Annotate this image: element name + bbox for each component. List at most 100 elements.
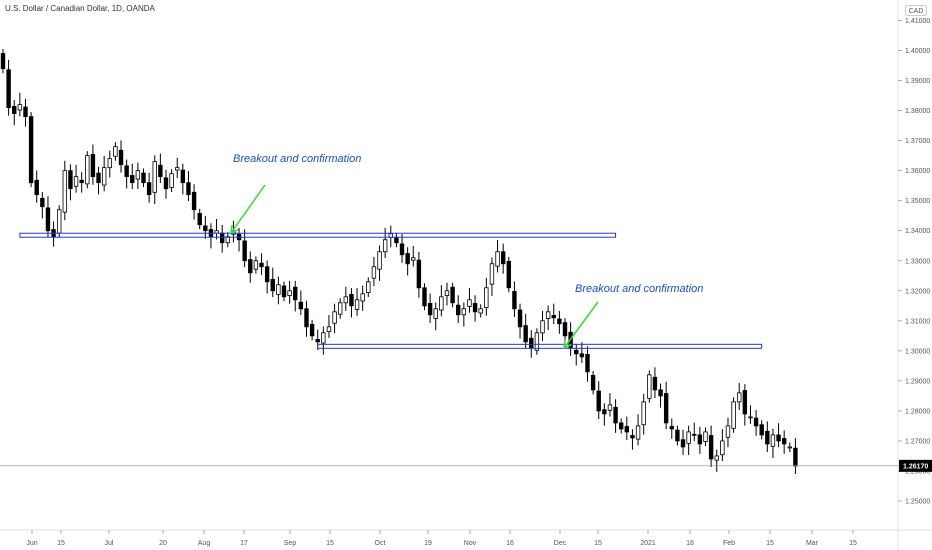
- annotation-text: Breakout and confirmation: [575, 283, 703, 295]
- time-tick-label: 20: [159, 540, 167, 547]
- price-tick-label: 1.35000: [905, 198, 930, 205]
- candle-body: [602, 409, 607, 415]
- last-price-group: 1.26170: [0, 459, 932, 472]
- candle-body: [17, 104, 23, 111]
- time-tick-label: 18: [686, 540, 694, 547]
- candle-body: [107, 158, 112, 169]
- candle-body: [6, 69, 11, 108]
- candle-body: [506, 260, 511, 289]
- candle-body: [461, 308, 467, 316]
- candle-body: [675, 429, 680, 442]
- price-tick-label: 1.29000: [905, 378, 930, 385]
- candle-body: [141, 172, 146, 184]
- annotation-text: Breakout and confirmation: [233, 153, 361, 165]
- candle-body: [124, 165, 129, 178]
- time-tick-label: Aug: [198, 540, 211, 547]
- price-axis[interactable]: 1.41000 1.40000 1.39000 1.38000 1.37000 1.360…: [898, 18, 930, 505]
- candle-body: [315, 339, 320, 343]
- price-tick-label: 1.30000: [905, 348, 930, 355]
- candle-body: [146, 182, 152, 196]
- candle-body: [276, 284, 281, 295]
- candle-body: [191, 191, 197, 211]
- candle-body: [540, 320, 545, 334]
- candle-body: [579, 353, 585, 358]
- candle-body: [748, 416, 753, 419]
- price-tick-label: 1.32000: [905, 288, 930, 295]
- candle-body: [169, 173, 174, 188]
- candle-body: [34, 179, 39, 196]
- candle-body: [619, 422, 624, 430]
- candle-body: [399, 243, 405, 256]
- time-tick-label: Dec: [554, 540, 567, 547]
- candle-body: [281, 285, 287, 298]
- candle-body: [607, 404, 613, 411]
- candle-body: [248, 259, 253, 274]
- candle-body: [512, 290, 517, 310]
- candle-body: [197, 212, 202, 226]
- candle-body: [349, 293, 354, 307]
- candle-body: [557, 318, 562, 325]
- price-tick-label: 1.26000: [905, 468, 930, 475]
- candle-body: [101, 167, 107, 186]
- candle-body: [658, 389, 663, 397]
- candle-body: [219, 232, 225, 244]
- candle-body: [57, 209, 62, 234]
- candle-body: [759, 424, 764, 436]
- candle-body: [613, 406, 618, 424]
- candle-body: [439, 296, 444, 311]
- candle-body: [62, 170, 68, 213]
- candle-body: [450, 286, 455, 304]
- candle-body: [382, 239, 388, 253]
- time-tick-label: Feb: [723, 540, 735, 547]
- candle-body: [692, 433, 697, 436]
- candle-body: [596, 390, 601, 412]
- last-price-badge: [899, 459, 932, 472]
- price-tick-label: 1.39000: [905, 78, 930, 85]
- candle-body: [366, 281, 371, 293]
- candle-body: [96, 172, 101, 184]
- time-tick-label: Jul: [105, 540, 114, 547]
- candle-body: [422, 287, 427, 307]
- candles-group: [0, 49, 798, 474]
- candle-body: [180, 169, 186, 184]
- candle-body: [731, 401, 736, 429]
- candle-body: [45, 207, 51, 232]
- candle-body: [371, 266, 377, 279]
- candle-body: [472, 302, 478, 313]
- candle-body: [663, 393, 669, 424]
- annotation-arrowhead: [563, 339, 572, 350]
- candle-body: [500, 251, 506, 265]
- candle-body: [175, 167, 180, 171]
- candle-body: [304, 308, 309, 328]
- time-axis[interactable]: Jun 15 Jul 20 Aug 17 Sep 15 Oct 19 Nov 16 Dec 15 2021 1…: [26, 530, 857, 547]
- candle-body: [781, 438, 787, 445]
- candle-body: [158, 164, 163, 178]
- candle-body: [326, 326, 332, 333]
- currency-label[interactable]: CAD: [905, 5, 927, 16]
- candle-body: [411, 257, 416, 261]
- candle-body: [113, 146, 118, 157]
- candle-body: [163, 177, 169, 190]
- candle-body: [456, 304, 461, 316]
- level-box: [317, 343, 763, 349]
- candle-body: [517, 309, 523, 328]
- support-resistance-group: [19, 232, 763, 349]
- candle-body: [118, 149, 124, 166]
- candle-body: [270, 278, 275, 292]
- price-tick-label: 1.36000: [905, 168, 930, 175]
- time-tick-label: 17: [240, 540, 248, 547]
- candle-body: [186, 182, 191, 196]
- candle-body: [203, 225, 208, 232]
- candle-body: [529, 337, 534, 349]
- price-tick-label: 1.25000: [905, 498, 930, 505]
- candle-body: [293, 286, 298, 301]
- candle-body: [259, 262, 264, 268]
- price-tick-label: 1.33000: [905, 258, 930, 265]
- candle-body: [40, 197, 45, 208]
- candle-body: [444, 290, 450, 296]
- candle-body: [787, 446, 792, 449]
- candle-body: [68, 170, 73, 190]
- price-tick-label: 1.40000: [905, 48, 930, 55]
- price-tick-label: 1.31000: [905, 318, 930, 325]
